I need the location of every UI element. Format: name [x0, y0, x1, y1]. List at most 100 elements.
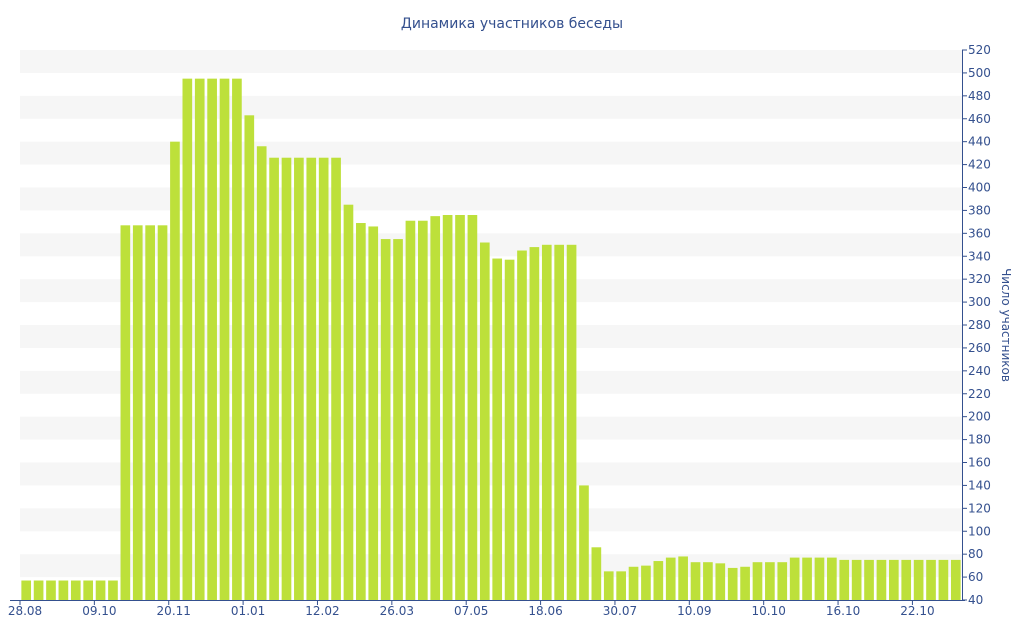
- bar: [777, 562, 788, 600]
- grid-band: [20, 233, 962, 257]
- bar: [665, 557, 676, 600]
- bar: [356, 223, 366, 601]
- bar: [281, 157, 292, 601]
- y-tick-label: 460: [968, 112, 991, 126]
- bar: [938, 559, 949, 600]
- grid-band: [20, 554, 962, 578]
- bar: [504, 259, 515, 600]
- bar: [765, 562, 775, 600]
- y-tick-label: 400: [968, 181, 991, 195]
- bar: [727, 567, 738, 600]
- x-tick-label: 01.01: [231, 604, 265, 618]
- bar: [145, 225, 155, 600]
- bar: [21, 580, 32, 600]
- x-tick-label: 10.09: [677, 604, 711, 618]
- x-axis: 28.08 09.10 20.11 01.01 12.02 26.03 07.05 18.06…: [8, 600, 935, 618]
- bar: [628, 566, 639, 600]
- bar: [789, 557, 800, 600]
- y-tick-label: 220: [968, 387, 991, 401]
- grid-band: [20, 508, 962, 532]
- y-tick-label: 60: [968, 570, 983, 584]
- bar: [839, 559, 850, 600]
- bar: [653, 561, 664, 600]
- x-tick-label: 09.10: [82, 604, 116, 618]
- bar: [864, 559, 874, 600]
- bar: [33, 580, 44, 600]
- bar: [690, 562, 701, 600]
- y-tick-label: 80: [968, 547, 983, 561]
- x-tick-label: 18.06: [528, 604, 562, 618]
- x-tick-label: 30.07: [603, 604, 637, 618]
- grid-band: [20, 187, 962, 211]
- bar: [529, 247, 540, 601]
- bar: [678, 556, 688, 600]
- bar: [244, 115, 255, 600]
- y-tick-label: 280: [968, 318, 991, 332]
- bar: [455, 215, 465, 600]
- bar: [591, 547, 602, 600]
- y-tick-label: 200: [968, 410, 991, 424]
- bar: [393, 239, 403, 600]
- bar: [430, 216, 441, 601]
- bar: [120, 225, 131, 600]
- grid-band: [20, 325, 962, 348]
- bar: [232, 78, 242, 601]
- bar: [442, 215, 453, 600]
- grid-band: [20, 416, 962, 440]
- bar: [479, 242, 490, 600]
- bar: [851, 559, 862, 600]
- bar: [83, 580, 94, 600]
- bar: [132, 225, 143, 600]
- x-tick-label: 26.03: [380, 604, 414, 618]
- bar: [46, 580, 56, 600]
- bar: [517, 250, 527, 601]
- bars: [21, 78, 961, 601]
- bar: [913, 559, 924, 600]
- bar: [703, 562, 713, 600]
- bar: [901, 559, 912, 600]
- y-tick-label: 160: [968, 456, 991, 470]
- bar: [318, 157, 329, 601]
- bar: [70, 580, 81, 600]
- bar: [58, 580, 69, 600]
- bar: [95, 580, 106, 600]
- grid-bands: [20, 50, 962, 578]
- y-tick-label: 520: [968, 43, 991, 57]
- bar: [603, 571, 614, 600]
- grid-band: [20, 50, 962, 73]
- y-tick-label: 360: [968, 226, 991, 240]
- y-tick-label: 480: [968, 89, 991, 103]
- bar: [876, 559, 887, 600]
- bar: [740, 566, 750, 600]
- bar: [256, 146, 267, 600]
- bar: [566, 244, 577, 600]
- y-tick-label: 260: [968, 341, 991, 355]
- bar: [368, 226, 379, 601]
- bar: [752, 562, 763, 600]
- x-tick-label: 20.11: [157, 604, 191, 618]
- y-tick-label: 240: [968, 364, 991, 378]
- bar: [294, 157, 304, 601]
- bar: [207, 78, 217, 601]
- bar: [182, 78, 193, 601]
- bar: [405, 220, 416, 600]
- x-tick-label: 16.10: [826, 604, 860, 618]
- bar: [219, 78, 230, 601]
- grid-band: [20, 141, 962, 165]
- bar: [157, 225, 168, 600]
- y-tick-label: 340: [968, 249, 991, 263]
- grid-band: [20, 279, 962, 303]
- grid-band: [20, 95, 962, 119]
- bar: [306, 157, 317, 601]
- bar: [616, 571, 626, 600]
- grid-band: [20, 370, 962, 394]
- bar: [108, 580, 118, 600]
- bar: [888, 559, 899, 600]
- bar: [343, 204, 354, 600]
- grid-band: [20, 462, 962, 486]
- y-tick-label: 440: [968, 135, 991, 149]
- bar: [194, 78, 205, 601]
- y-tick-label: 500: [968, 66, 991, 80]
- x-tick-label: 28.08: [8, 604, 42, 618]
